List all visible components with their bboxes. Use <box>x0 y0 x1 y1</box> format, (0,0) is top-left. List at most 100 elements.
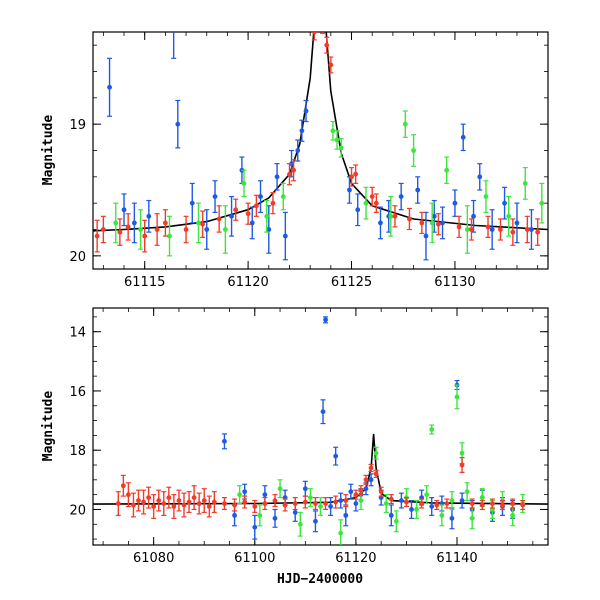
top-red-data-point <box>270 192 276 215</box>
top-red-data-point <box>468 218 474 241</box>
bottom-red-data-point <box>373 469 379 479</box>
top-plot-frame <box>92 31 549 270</box>
top-red-data-point <box>318 11 323 27</box>
top-blue-data-point <box>146 199 152 233</box>
top-green-data-point <box>195 202 201 244</box>
top-red-data-point <box>510 218 516 246</box>
bottom-y-tick-label: 16 <box>69 385 86 400</box>
bottom-green-data-point <box>338 519 344 545</box>
top-green-data-point <box>334 130 340 150</box>
top-green-data-point <box>506 195 512 237</box>
top-red-data-point <box>369 186 375 207</box>
top-model-curve <box>93 32 548 232</box>
top-red-data-point <box>328 56 334 74</box>
top-red-data-point <box>373 193 379 213</box>
bottom-x-tick-label: 61100 <box>234 551 275 566</box>
top-blue-data-point <box>212 180 218 213</box>
bottom-blue-data-point <box>388 504 394 527</box>
top-blue-data-point <box>502 186 508 220</box>
bottom-red-data-point <box>201 488 207 514</box>
top-red-data-point <box>286 163 292 186</box>
bottom-blue-data-point <box>429 497 435 516</box>
top-red-data-point <box>353 164 359 185</box>
bottom-blue-data-point <box>328 497 334 516</box>
top-y-tick-label: 19 <box>69 118 86 133</box>
bottom-blue-data-point <box>459 492 465 509</box>
bottom-red-data-point <box>312 497 318 511</box>
bottom-red-data-point <box>176 489 182 512</box>
top-red-data-point <box>183 215 189 244</box>
top-blue-data-point <box>295 139 301 162</box>
top-blue-data-point <box>107 57 113 117</box>
bottom-x-tick-label: 61140 <box>436 551 477 566</box>
bottom-red-data-point <box>141 489 147 515</box>
bottom-x-tick-label: 61120 <box>335 551 376 566</box>
bottom-red-data-point <box>302 495 308 509</box>
bottom-red-data-point <box>136 489 141 512</box>
top-red-data-point <box>216 205 222 233</box>
top-x-tick-label: 61120 <box>227 275 268 290</box>
bottom-green-data-point <box>277 479 283 499</box>
top-blue-data-point <box>175 99 181 149</box>
bottom-green-data-point <box>318 497 323 516</box>
bottom-x-axis-label: HJD−2400000 <box>277 572 363 587</box>
top-green-data-point <box>402 110 408 138</box>
bottom-red-data-point <box>191 485 197 511</box>
bottom-red-data-point <box>196 492 202 515</box>
top-red-data-point <box>311 32 317 41</box>
top-red-data-point <box>117 218 123 246</box>
top-green-data-point <box>464 205 470 254</box>
top-red-data-point <box>456 215 462 238</box>
bottom-green-data-point <box>439 504 445 527</box>
top-y-axis: 18 19 20 <box>69 0 548 265</box>
top-red-data-point <box>435 213 441 236</box>
top-green-data-point <box>483 180 489 213</box>
bottom-red-data-point <box>115 491 121 516</box>
bottom-red-data-point <box>211 491 217 514</box>
bottom-red-data-point <box>469 498 475 509</box>
bottom-red-data-point <box>161 491 167 516</box>
bottom-blue-data-point <box>348 483 354 500</box>
top-blue-data-point <box>377 206 383 240</box>
bottom-green-data-point <box>383 494 389 514</box>
bottom-blue-data-point <box>409 499 414 519</box>
top-red-data-point <box>406 207 412 231</box>
top-red-data-point <box>154 213 160 246</box>
top-blue-data-point <box>171 32 177 59</box>
bottom-red-data-point <box>358 485 364 496</box>
top-x-tick-label: 61125 <box>331 275 372 290</box>
bottom-red-data-point <box>221 497 227 511</box>
bottom-red-data-point <box>500 499 505 511</box>
bottom-blue-data-point <box>338 492 344 509</box>
top-blue-data-point <box>440 206 446 240</box>
top-red-data-point <box>245 202 251 225</box>
bottom-blue-data-point <box>302 480 308 497</box>
bottom-green-data-point <box>307 488 313 508</box>
top-green-data-point <box>330 120 336 141</box>
bottom-red-data-point <box>181 492 187 518</box>
top-x-axis: 61115 61120 61125 61130 <box>102 32 539 290</box>
bottom-green-data-point <box>454 384 460 410</box>
top-red-data-point <box>162 209 168 237</box>
bottom-green-data-point <box>464 482 470 502</box>
bottom-red-data-point <box>368 463 374 473</box>
top-blue-data-point <box>204 209 210 250</box>
bottom-green-data-point <box>257 504 263 527</box>
top-blue-data-point <box>266 205 272 254</box>
bottom-x-axis: 61080 61100 61120 61140 <box>102 308 534 566</box>
top-green-data-point <box>306 0 311 12</box>
bottom-model-curve-group <box>93 433 548 505</box>
bottom-red-data-point <box>333 495 339 509</box>
top-blue-data-point <box>274 163 280 191</box>
top-red-data-point <box>94 219 100 253</box>
top-blue-data-point <box>477 163 483 191</box>
top-red-data-point <box>200 210 206 238</box>
top-blue-data-point <box>282 211 288 261</box>
bottom-green-data-point <box>424 485 430 505</box>
bottom-red-data-point <box>434 499 440 511</box>
bottom-blue-data-point <box>312 510 318 533</box>
bottom-blue-data-point <box>449 507 455 530</box>
bottom-red-data-point <box>444 498 450 509</box>
